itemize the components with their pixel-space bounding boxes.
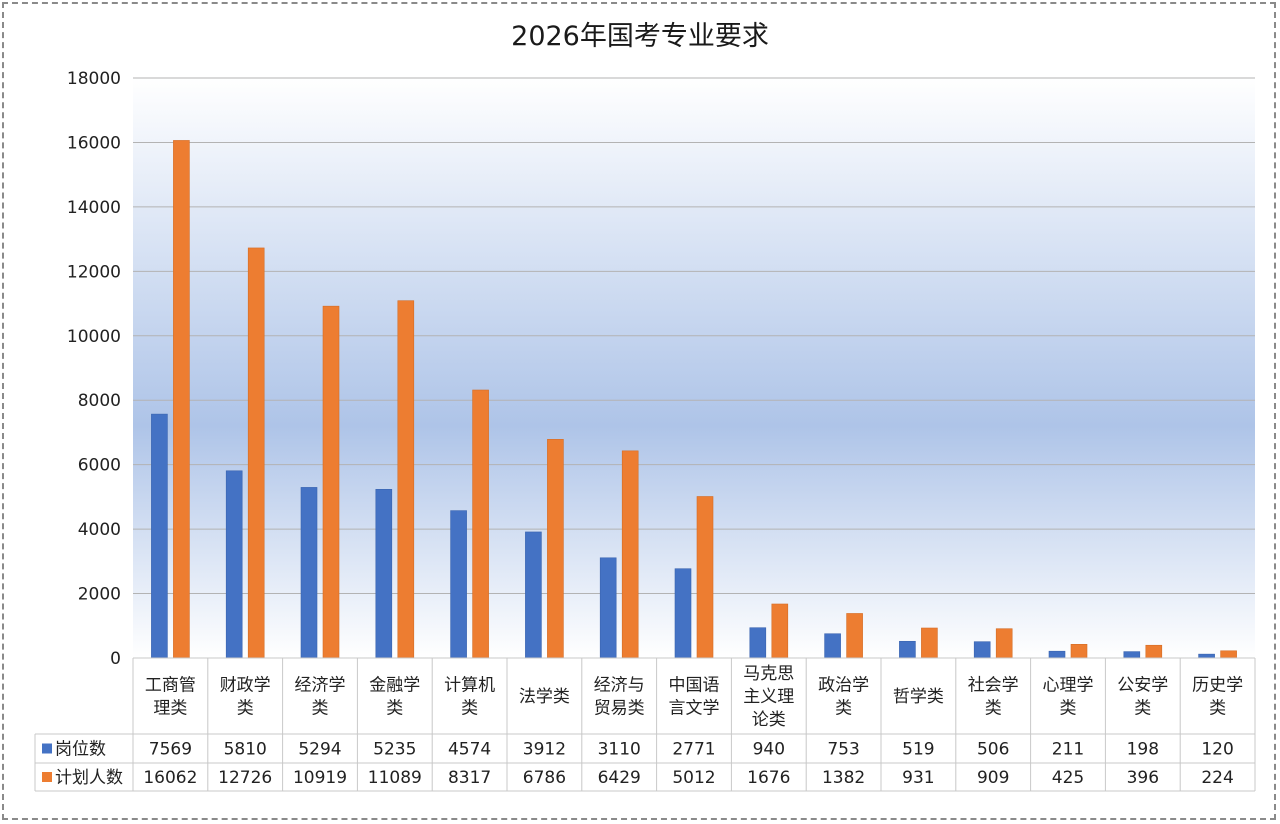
table-cell-value: 120 bbox=[1201, 740, 1233, 760]
bar-positions-0 bbox=[151, 413, 168, 659]
x-category-label: 法学类 bbox=[519, 687, 570, 707]
bar-planned-12 bbox=[1070, 644, 1088, 659]
x-category-label: 心理学类 bbox=[1043, 676, 1094, 719]
x-category-label: 历史学类 bbox=[1192, 676, 1243, 719]
x-category-label: 工商管理类 bbox=[145, 676, 196, 719]
legend-key-positions bbox=[42, 743, 52, 754]
table-cell-value: 1382 bbox=[822, 768, 865, 788]
bar-planned-10 bbox=[921, 627, 938, 659]
x-category-label: 计算机类 bbox=[444, 676, 495, 719]
bar-planned-5 bbox=[547, 439, 564, 659]
table-cell-value: 10919 bbox=[293, 768, 347, 788]
table-cell-value: 5810 bbox=[224, 740, 267, 760]
bar-positions-6 bbox=[599, 557, 617, 659]
bar-planned-2 bbox=[322, 305, 340, 659]
table-cell-value: 11089 bbox=[368, 768, 422, 788]
bar-planned-7 bbox=[696, 496, 714, 659]
table-cell-value: 931 bbox=[902, 768, 934, 788]
table-cell-value: 7569 bbox=[149, 740, 192, 760]
table-cell-value: 6429 bbox=[598, 768, 641, 788]
bar-positions-13 bbox=[1123, 651, 1141, 659]
y-tick-label: 8000 bbox=[78, 391, 121, 411]
table-cell-value: 425 bbox=[1052, 768, 1084, 788]
bar-positions-7 bbox=[674, 568, 692, 659]
bar-positions-12 bbox=[1048, 650, 1066, 659]
x-category-label: 哲学类 bbox=[893, 687, 944, 707]
table-cell-value: 3110 bbox=[598, 740, 641, 760]
bar-planned-11 bbox=[995, 628, 1013, 659]
bar-planned-13 bbox=[1145, 644, 1163, 659]
bar-positions-14 bbox=[1198, 653, 1215, 659]
table-cell-value: 16062 bbox=[143, 768, 197, 788]
table-cell-value: 1676 bbox=[747, 768, 790, 788]
bar-planned-3 bbox=[397, 300, 415, 659]
chart-title: 2026年国考专业要求 bbox=[511, 21, 769, 52]
bar-planned-6 bbox=[621, 450, 639, 659]
table-cell-value: 4574 bbox=[448, 740, 491, 760]
legend-label-positions: 岗位数 bbox=[55, 740, 106, 760]
x-category-label: 公安学类 bbox=[1117, 676, 1168, 719]
y-tick-label: 4000 bbox=[78, 520, 121, 540]
y-tick-label: 6000 bbox=[78, 456, 121, 476]
table-cell-value: 8317 bbox=[448, 768, 491, 788]
bar-planned-0 bbox=[173, 140, 190, 659]
x-category-label: 马克思主义理论类 bbox=[743, 664, 794, 730]
y-tick-label: 12000 bbox=[67, 262, 121, 282]
y-tick-label: 2000 bbox=[78, 585, 121, 605]
y-tick-label: 10000 bbox=[67, 327, 121, 347]
bar-positions-3 bbox=[375, 489, 393, 659]
y-tick-label: 14000 bbox=[67, 198, 121, 218]
table-cell-value: 5012 bbox=[672, 768, 715, 788]
legend-label-planned: 计划人数 bbox=[55, 768, 123, 788]
table-cell-value: 198 bbox=[1127, 740, 1159, 760]
table-cell-value: 940 bbox=[753, 740, 785, 760]
bar-positions-1 bbox=[225, 470, 243, 659]
x-category-label: 经济学类 bbox=[295, 676, 346, 719]
bar-positions-4 bbox=[450, 510, 467, 659]
legend-key-planned bbox=[42, 772, 52, 782]
y-tick-label: 0 bbox=[110, 649, 121, 669]
table-cell-value: 5235 bbox=[373, 740, 416, 760]
x-category-label: 金融学类 bbox=[369, 676, 420, 719]
bar-positions-10 bbox=[899, 640, 916, 659]
y-tick-label: 18000 bbox=[67, 69, 121, 89]
table-cell-value: 2771 bbox=[672, 740, 715, 760]
table-cell-value: 753 bbox=[827, 740, 859, 760]
bar-planned-8 bbox=[771, 603, 789, 659]
bar-positions-5 bbox=[525, 531, 542, 659]
y-tick-label: 16000 bbox=[67, 133, 121, 153]
table-cell-value: 519 bbox=[902, 740, 934, 760]
x-category-label: 社会学类 bbox=[968, 676, 1019, 719]
x-category-label: 中国语言文学 bbox=[669, 676, 720, 719]
plot-area bbox=[133, 78, 1255, 658]
bar-planned-1 bbox=[247, 247, 265, 659]
bar-planned-4 bbox=[472, 389, 489, 659]
x-category-label: 经济与贸易类 bbox=[594, 676, 645, 719]
bar-planned-14 bbox=[1220, 650, 1237, 659]
bar-positions-9 bbox=[824, 633, 841, 659]
bar-planned-9 bbox=[846, 613, 863, 659]
table-cell-value: 506 bbox=[977, 740, 1009, 760]
x-category-label: 政治学类 bbox=[818, 676, 869, 719]
table-cell-value: 396 bbox=[1127, 768, 1159, 788]
table-cell-value: 12726 bbox=[218, 768, 272, 788]
table-cell-value: 211 bbox=[1052, 740, 1084, 760]
table-cell-value: 909 bbox=[977, 768, 1009, 788]
table-cell-value: 224 bbox=[1201, 768, 1233, 788]
table-cell-value: 3912 bbox=[523, 740, 566, 760]
bar-positions-2 bbox=[300, 487, 318, 659]
bar-positions-8 bbox=[749, 627, 767, 659]
x-category-label: 财政学类 bbox=[220, 676, 271, 719]
table-cell-value: 5294 bbox=[298, 740, 341, 760]
table-cell-value: 6786 bbox=[523, 768, 566, 788]
bar-positions-11 bbox=[973, 641, 991, 659]
